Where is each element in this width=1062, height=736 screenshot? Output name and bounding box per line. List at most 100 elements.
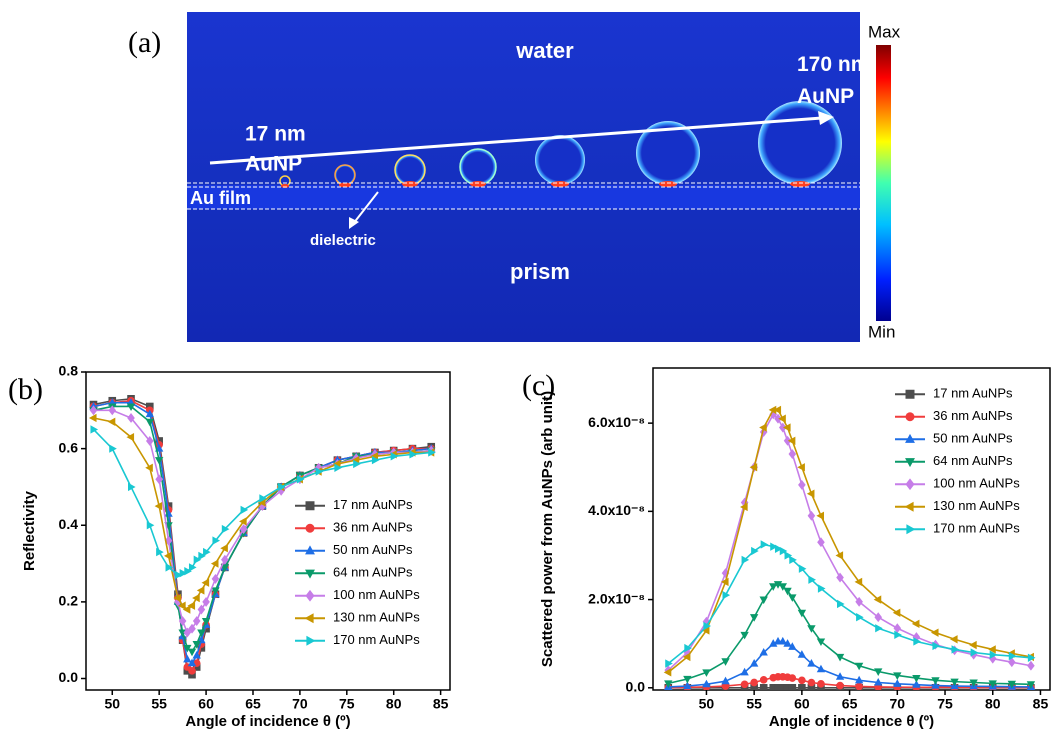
data-point xyxy=(1027,653,1036,662)
x-tick-label: 80 xyxy=(985,696,1001,712)
legend-label: 64 nm AuNPs xyxy=(933,453,1013,468)
film-layer xyxy=(187,185,860,209)
data-point xyxy=(931,677,940,685)
data-point xyxy=(798,676,806,685)
data-point xyxy=(854,675,864,684)
data-point xyxy=(202,596,210,607)
size-arrow xyxy=(209,116,823,165)
legend-marker xyxy=(306,635,316,646)
data-point xyxy=(893,623,902,634)
data-point xyxy=(773,581,783,589)
label-large: 170 nm AuNP xyxy=(797,53,869,108)
x-tick-label: 60 xyxy=(198,696,214,712)
series-line xyxy=(93,399,432,673)
legend-marker xyxy=(905,412,915,422)
data-point xyxy=(816,638,826,647)
label-small-np: AuNP xyxy=(245,153,302,176)
data-point xyxy=(154,501,163,511)
x-tick-label: 80 xyxy=(386,696,402,712)
data-point xyxy=(665,659,673,668)
data-point xyxy=(740,680,749,689)
series-line xyxy=(93,409,432,634)
field-background xyxy=(187,12,860,342)
data-point xyxy=(722,590,731,600)
y-tick-label: 0.2 xyxy=(59,593,79,609)
panel-label: (a) xyxy=(128,26,161,59)
layer-boundaries xyxy=(187,182,860,210)
chart: (c) 50 55 60 65 70 75 80 85 0.0 2.0x10⁻⁸ 4.0x10⁻⁸ 6.… xyxy=(522,367,1051,730)
data-point xyxy=(784,551,793,560)
data-point xyxy=(807,510,816,521)
data-point xyxy=(797,609,807,618)
legend-marker xyxy=(905,433,915,443)
data-point xyxy=(950,678,959,687)
data-point xyxy=(778,583,787,591)
plot-frame xyxy=(652,367,1051,691)
data-point xyxy=(683,675,692,684)
data-point xyxy=(240,505,249,515)
legend-label: 64 nm AuNPs xyxy=(333,565,413,580)
data-point xyxy=(702,669,711,677)
legend-label: 170 nm AuNPs xyxy=(933,521,1020,536)
data-point xyxy=(816,664,826,673)
series-line xyxy=(92,428,432,576)
data-point xyxy=(874,668,883,677)
data-point xyxy=(188,623,196,634)
data-point xyxy=(760,540,769,549)
data-point xyxy=(89,405,98,416)
panel-label: (c) xyxy=(522,369,555,402)
data-point xyxy=(183,654,192,663)
data-point xyxy=(721,658,730,666)
data-point xyxy=(788,449,797,459)
data-point xyxy=(932,641,941,651)
x-tick-label: 65 xyxy=(842,696,858,712)
data-point xyxy=(126,432,135,442)
data-point xyxy=(371,455,380,465)
data-point xyxy=(854,662,864,671)
data-point xyxy=(187,648,197,657)
colorbar-max: Max xyxy=(868,22,901,41)
legend-marker xyxy=(305,501,315,511)
data-point xyxy=(894,630,902,640)
data-point xyxy=(989,650,998,659)
data-point xyxy=(759,647,768,656)
data-point xyxy=(808,575,816,584)
data-point xyxy=(127,482,136,492)
data-point xyxy=(145,436,154,446)
data-point xyxy=(684,643,692,653)
data-point xyxy=(315,467,324,476)
x-tick-label: 70 xyxy=(292,696,308,712)
x-tick-label: 55 xyxy=(151,696,167,712)
data-point xyxy=(720,577,729,587)
x-tick-label: 55 xyxy=(746,696,762,712)
data-point xyxy=(783,435,792,446)
data-point xyxy=(817,584,826,593)
data-point xyxy=(192,640,201,649)
data-point xyxy=(875,624,883,633)
data-point xyxy=(854,577,863,587)
y-tick-label: 2.0x10⁻⁸ xyxy=(588,590,645,606)
data-point xyxy=(783,423,791,432)
data-point xyxy=(807,658,816,667)
data-point xyxy=(664,680,673,688)
data-point xyxy=(788,683,797,690)
data-point xyxy=(759,596,768,605)
x-tick-label: 60 xyxy=(794,696,810,712)
particle xyxy=(334,164,356,186)
data-point xyxy=(970,648,979,657)
data-point xyxy=(90,425,99,434)
data-point xyxy=(835,551,844,560)
label-film: Au film xyxy=(190,188,251,208)
x-tick-label: 75 xyxy=(937,696,953,712)
data-point xyxy=(203,547,211,557)
data-point xyxy=(787,436,796,445)
panel-label: (b) xyxy=(8,373,43,406)
data-point xyxy=(683,681,692,690)
data-point xyxy=(682,652,691,662)
x-tick-label: 70 xyxy=(890,696,906,712)
data-point xyxy=(778,422,787,433)
data-point xyxy=(212,536,221,545)
data-point xyxy=(855,682,863,690)
label-water: water xyxy=(515,38,574,63)
